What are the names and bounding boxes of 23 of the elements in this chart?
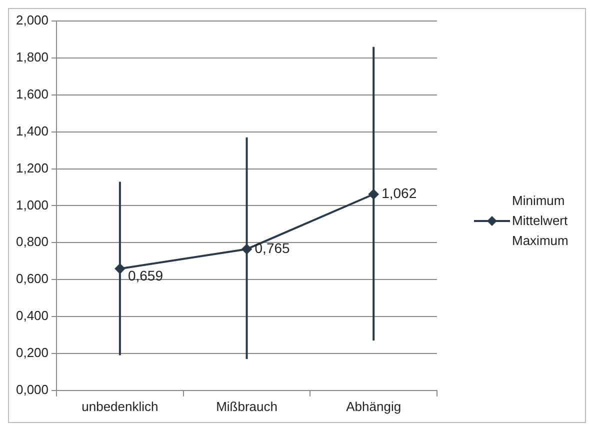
x-tick-label: unbedenklich <box>82 398 158 414</box>
x-tick-label: Abhängig <box>346 398 402 414</box>
point <box>242 244 252 254</box>
text: Minimum <box>512 192 566 210</box>
point <box>114 264 125 274</box>
y-tick-label: 2,000 <box>16 12 49 28</box>
y-tick-label: 1,200 <box>16 160 49 176</box>
y-tick-label: 0,000 <box>16 382 49 397</box>
text: Maximum <box>512 232 568 250</box>
y-tick-label: 0,400 <box>16 308 49 324</box>
y-tick-label: 1,400 <box>16 123 49 138</box>
y-tick-label: 1,000 <box>16 197 49 212</box>
y-tick-label: 0,800 <box>16 234 49 250</box>
data-label: 0,659 <box>128 268 164 284</box>
data-label: 1,062 <box>382 185 417 202</box>
y-tick-label: 0,200 <box>16 345 49 360</box>
data-label: 0,765 <box>254 240 290 256</box>
point <box>368 189 379 200</box>
x-tick-label: Mißbrauch <box>216 398 278 414</box>
y-tick-label: 0,600 <box>16 271 49 286</box>
y-tick-label: 1,800 <box>16 50 49 65</box>
legend-label: Mittelwert <box>512 212 568 230</box>
y-tick-label: 1,600 <box>16 86 49 102</box>
